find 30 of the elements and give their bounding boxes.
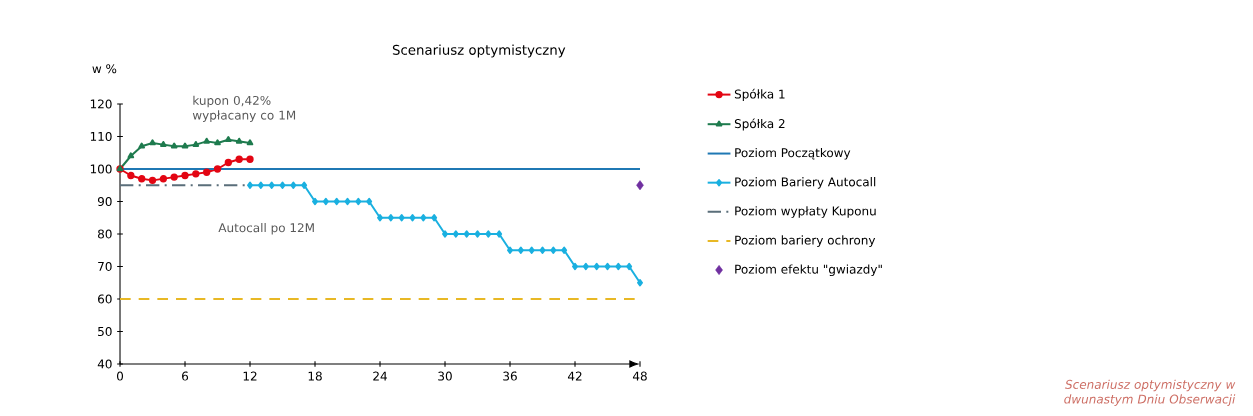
x-tick-label: 12 <box>243 371 257 381</box>
legend-label: Poziom Bariery Autocall <box>735 177 876 189</box>
y-tick-label: 80 <box>98 229 112 239</box>
annotation: kupon 0,42% wypłacany co 1M <box>192 95 296 122</box>
chart-title: Scenariusz optymistyczny <box>392 44 566 58</box>
y-tick-label: 100 <box>90 164 112 174</box>
y-tick-label: 120 <box>90 99 112 109</box>
x-tick-label: 42 <box>567 371 582 381</box>
x-tick-label: 48 <box>632 371 647 381</box>
x-tick-label: 24 <box>373 371 387 381</box>
y-axis-title: w % <box>92 64 117 74</box>
x-tick-label: 30 <box>438 371 452 381</box>
text: Scenariusz optymistyczny w dwunastym Dniu Obserwacji <box>1064 379 1236 406</box>
legend-label: Poziom efektu "gwiazdy" <box>735 264 882 277</box>
annotation: Autocall po 12M <box>218 222 314 235</box>
legend-label: Spółka 1 <box>734 88 785 101</box>
x-tick-label: 6 <box>182 371 189 381</box>
y-tick-label: 70 <box>98 261 112 272</box>
y-tick-label: 40 <box>97 359 112 369</box>
x-tick-label: 0 <box>116 371 124 381</box>
legend-label: Spółka 2 <box>734 118 785 131</box>
legend-label: Poziom bariery ochrony <box>735 235 876 247</box>
legend-label: Poziom wypłaty Kuponu <box>735 206 876 218</box>
legend-label: Poziom Początkowy <box>735 147 851 160</box>
y-tick-label: 110 <box>90 131 112 142</box>
y-tick-label: 90 <box>97 196 112 207</box>
x-tick-label: 36 <box>503 371 517 381</box>
x-tick-label: 18 <box>308 371 322 381</box>
y-tick-label: 50 <box>98 326 112 337</box>
y-tick-label: 60 <box>98 294 112 304</box>
